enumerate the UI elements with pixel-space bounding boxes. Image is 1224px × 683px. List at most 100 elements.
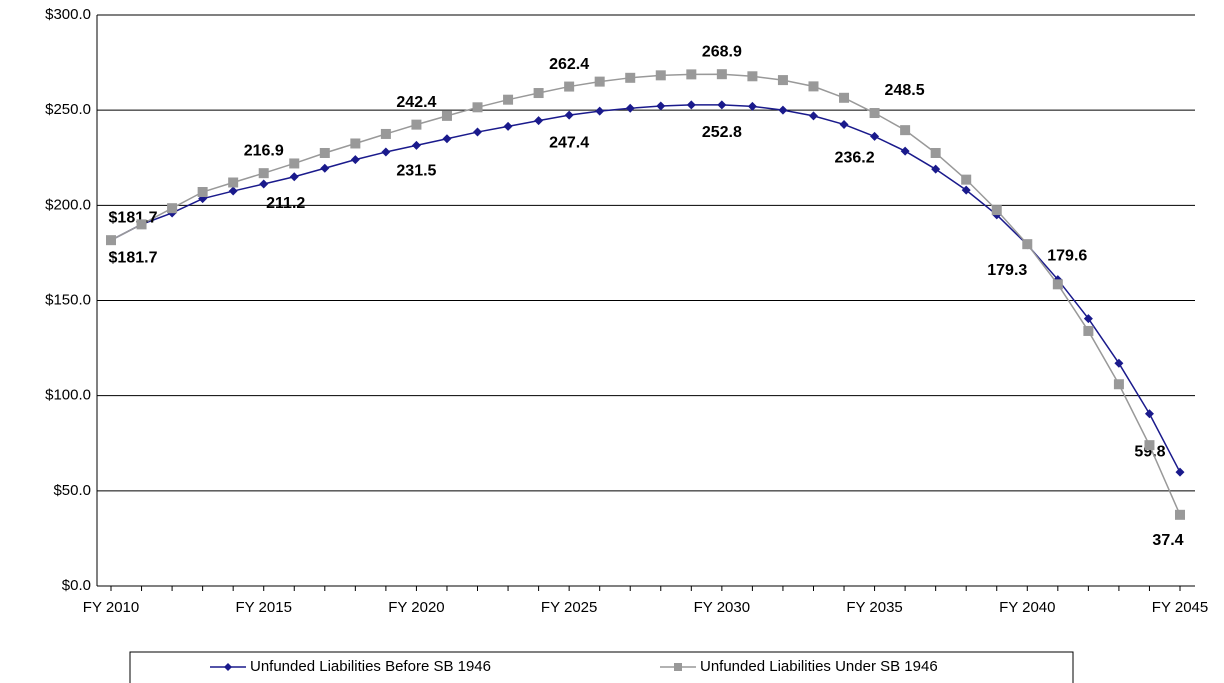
x-tick-label: FY 2040 xyxy=(999,599,1055,616)
marker xyxy=(320,163,330,173)
marker xyxy=(411,119,422,130)
series-line xyxy=(110,104,1181,473)
marker xyxy=(717,100,727,110)
data-label: 59.8 xyxy=(1134,443,1165,460)
marker xyxy=(228,177,239,188)
y-tick-label: $100.0 xyxy=(45,387,91,404)
x-tick-label: FY 2020 xyxy=(388,599,444,616)
x-tick-label: FY 2035 xyxy=(846,599,902,616)
legend-label: Unfunded Liabilities Under SB 1946 xyxy=(700,658,938,675)
data-label: 211.2 xyxy=(266,195,305,212)
data-label: 179.6 xyxy=(1047,247,1087,264)
x-tick-label: FY 2045 xyxy=(1152,599,1208,616)
data-label: 216.9 xyxy=(244,142,284,159)
legend-label: Unfunded Liabilities Before SB 1946 xyxy=(250,658,491,675)
marker xyxy=(1144,409,1154,419)
marker xyxy=(350,155,360,165)
data-label: 262.4 xyxy=(549,56,589,73)
series-line xyxy=(110,73,1181,516)
marker xyxy=(930,147,941,158)
marker xyxy=(1175,467,1185,477)
marker xyxy=(534,116,544,126)
x-tick-label: FY 2010 xyxy=(83,599,139,616)
marker xyxy=(1113,379,1124,390)
x-tick-label: FY 2030 xyxy=(694,599,750,616)
marker xyxy=(716,69,727,80)
data-label: 37.4 xyxy=(1152,532,1183,549)
marker xyxy=(839,92,850,103)
data-label: 247.4 xyxy=(549,134,589,151)
y-tick-label: $200.0 xyxy=(45,196,91,213)
marker xyxy=(228,186,238,196)
marker xyxy=(686,69,697,80)
data-label: 248.5 xyxy=(885,82,925,99)
marker xyxy=(625,103,635,113)
marker xyxy=(197,187,208,198)
marker xyxy=(1052,279,1063,290)
marker xyxy=(472,102,483,113)
marker xyxy=(747,71,758,82)
y-tick-label: $150.0 xyxy=(45,291,91,308)
y-tick-label: $250.0 xyxy=(45,101,91,118)
marker xyxy=(747,101,757,111)
legend-box xyxy=(129,651,1074,683)
data-label: $181.7 xyxy=(109,249,158,266)
marker xyxy=(564,110,574,120)
legend-marker xyxy=(224,663,232,671)
marker xyxy=(869,108,880,119)
marker xyxy=(808,81,819,92)
marker xyxy=(503,94,514,105)
marker xyxy=(870,131,880,141)
marker xyxy=(991,205,1002,216)
marker xyxy=(777,75,788,86)
marker xyxy=(503,121,513,131)
data-label: 236.2 xyxy=(835,150,875,167)
marker xyxy=(533,88,544,99)
marker xyxy=(136,219,147,230)
marker xyxy=(839,119,849,129)
marker xyxy=(931,164,941,174)
marker xyxy=(289,158,300,169)
y-tick-label: $0.0 xyxy=(62,577,91,594)
y-tick-label: $300.0 xyxy=(45,6,91,23)
marker xyxy=(167,203,178,214)
marker xyxy=(900,146,910,156)
marker xyxy=(350,138,361,149)
marker xyxy=(625,72,636,83)
marker xyxy=(595,106,605,116)
marker xyxy=(686,100,696,110)
legend-marker xyxy=(674,663,682,671)
marker xyxy=(655,70,666,81)
marker xyxy=(961,185,971,195)
marker xyxy=(961,174,972,185)
marker xyxy=(106,235,116,246)
data-label: $181.7 xyxy=(109,209,158,226)
marker xyxy=(411,140,421,150)
marker xyxy=(1022,239,1033,250)
marker xyxy=(289,172,299,182)
marker xyxy=(259,179,269,189)
data-label: 242.4 xyxy=(396,94,436,111)
marker xyxy=(564,81,575,92)
marker xyxy=(473,127,483,137)
x-tick-label: FY 2015 xyxy=(235,599,291,616)
marker xyxy=(1114,358,1124,368)
marker xyxy=(441,110,452,121)
data-label: 252.8 xyxy=(702,124,742,141)
marker xyxy=(808,111,818,121)
marker xyxy=(380,128,391,139)
marker xyxy=(319,147,330,158)
marker xyxy=(594,76,605,87)
marker xyxy=(1083,325,1094,336)
data-label: 231.5 xyxy=(396,163,436,180)
marker xyxy=(900,125,911,136)
marker xyxy=(778,105,788,115)
marker xyxy=(1175,509,1185,520)
data-label: 268.9 xyxy=(702,43,742,60)
marker xyxy=(1083,314,1093,324)
marker xyxy=(381,147,391,157)
marker xyxy=(258,168,269,179)
x-tick-label: FY 2025 xyxy=(541,599,597,616)
marker xyxy=(656,101,666,111)
